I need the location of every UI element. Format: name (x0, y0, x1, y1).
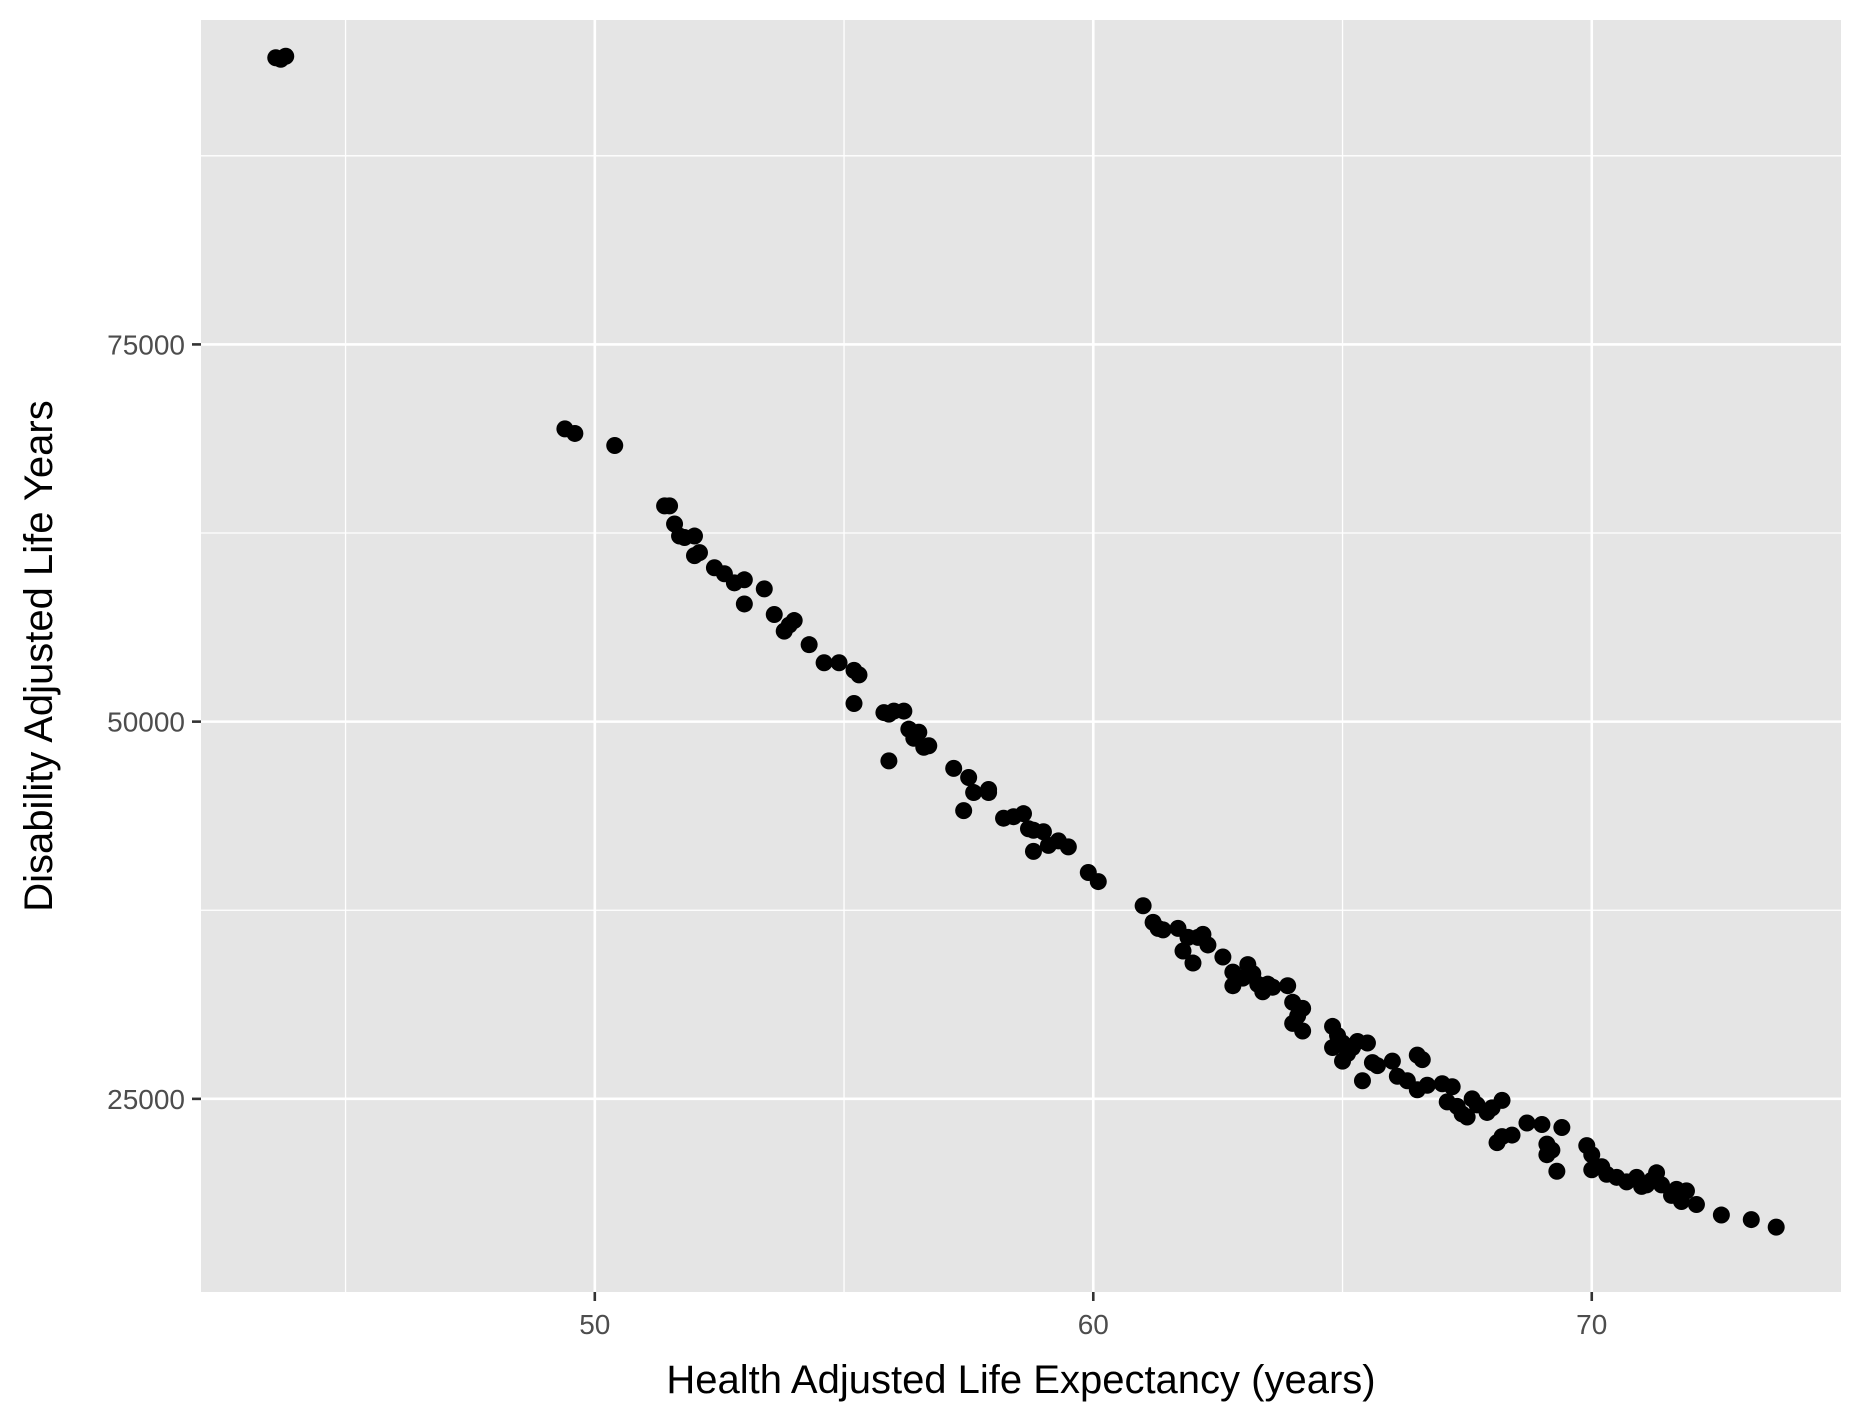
data-point (1024, 842, 1042, 860)
data-point (1742, 1211, 1760, 1229)
data-point (1548, 1162, 1566, 1180)
data-point (1089, 873, 1107, 891)
data-point (1767, 1218, 1785, 1236)
data-point (1279, 977, 1297, 995)
data-point (920, 737, 938, 755)
data-point (1264, 978, 1282, 996)
data-point (1653, 1176, 1671, 1194)
data-point (1214, 948, 1232, 966)
data-point (272, 50, 290, 68)
data-point (1553, 1119, 1571, 1137)
data-point (1518, 1114, 1536, 1132)
data-point (566, 424, 584, 442)
data-point (1533, 1116, 1551, 1134)
data-point (800, 636, 818, 654)
data-point (1368, 1057, 1386, 1075)
y-tick-label: 50000 (107, 707, 185, 738)
data-points (267, 47, 1785, 1236)
data-point (1334, 1052, 1352, 1070)
gridlines (201, 20, 1841, 1292)
data-point (945, 759, 963, 777)
x-axis: 50 60 70 (579, 1292, 1607, 1340)
data-point (910, 723, 928, 741)
x-axis-title: Health Adjusted Life Expectancy (years) (666, 1358, 1375, 1402)
data-point (965, 784, 983, 802)
data-point (1184, 954, 1202, 972)
data-point (1458, 1108, 1476, 1126)
data-point (1134, 897, 1152, 915)
data-point (1383, 1052, 1401, 1070)
y-axis: 25000 50000 75000 (107, 329, 201, 1115)
data-point (1154, 921, 1172, 939)
data-point (785, 612, 803, 630)
data-point (955, 802, 973, 820)
data-point (735, 571, 753, 589)
data-point (735, 595, 753, 613)
data-point (1059, 838, 1077, 856)
data-point (830, 654, 848, 672)
data-point (1443, 1078, 1461, 1096)
data-point (1418, 1076, 1436, 1094)
data-point (845, 695, 863, 713)
data-point (980, 784, 998, 802)
data-point (1712, 1206, 1730, 1224)
y-axis-title: Disability Adjusted Life Years (17, 400, 61, 911)
data-point (690, 544, 708, 562)
data-point (1353, 1072, 1371, 1090)
data-point (1199, 936, 1217, 954)
data-point (1687, 1195, 1705, 1213)
data-point (1493, 1091, 1511, 1109)
data-point (1294, 1022, 1312, 1040)
data-point (1358, 1034, 1376, 1052)
data-point (1294, 999, 1312, 1017)
data-point (850, 666, 868, 684)
x-tick-label: 70 (1576, 1309, 1607, 1340)
x-tick-label: 50 (579, 1309, 610, 1340)
data-point (1583, 1146, 1601, 1164)
data-point (960, 768, 978, 786)
data-point (1677, 1182, 1695, 1200)
data-point (1014, 805, 1032, 823)
data-point (1174, 942, 1192, 960)
data-point (1324, 1039, 1342, 1057)
data-point (880, 752, 898, 770)
data-point (661, 497, 679, 515)
data-point (755, 580, 773, 598)
data-point (815, 654, 833, 672)
data-point (1413, 1051, 1431, 1069)
data-point (606, 437, 624, 455)
data-point (1543, 1141, 1561, 1159)
data-point (1034, 823, 1052, 841)
plot-panel (201, 20, 1841, 1292)
data-point (895, 702, 913, 720)
data-point (1503, 1126, 1521, 1144)
y-tick-label: 75000 (107, 329, 185, 360)
data-point (765, 606, 783, 624)
x-tick-label: 60 (1078, 1309, 1109, 1340)
y-tick-label: 25000 (107, 1084, 185, 1115)
data-point (685, 527, 703, 545)
